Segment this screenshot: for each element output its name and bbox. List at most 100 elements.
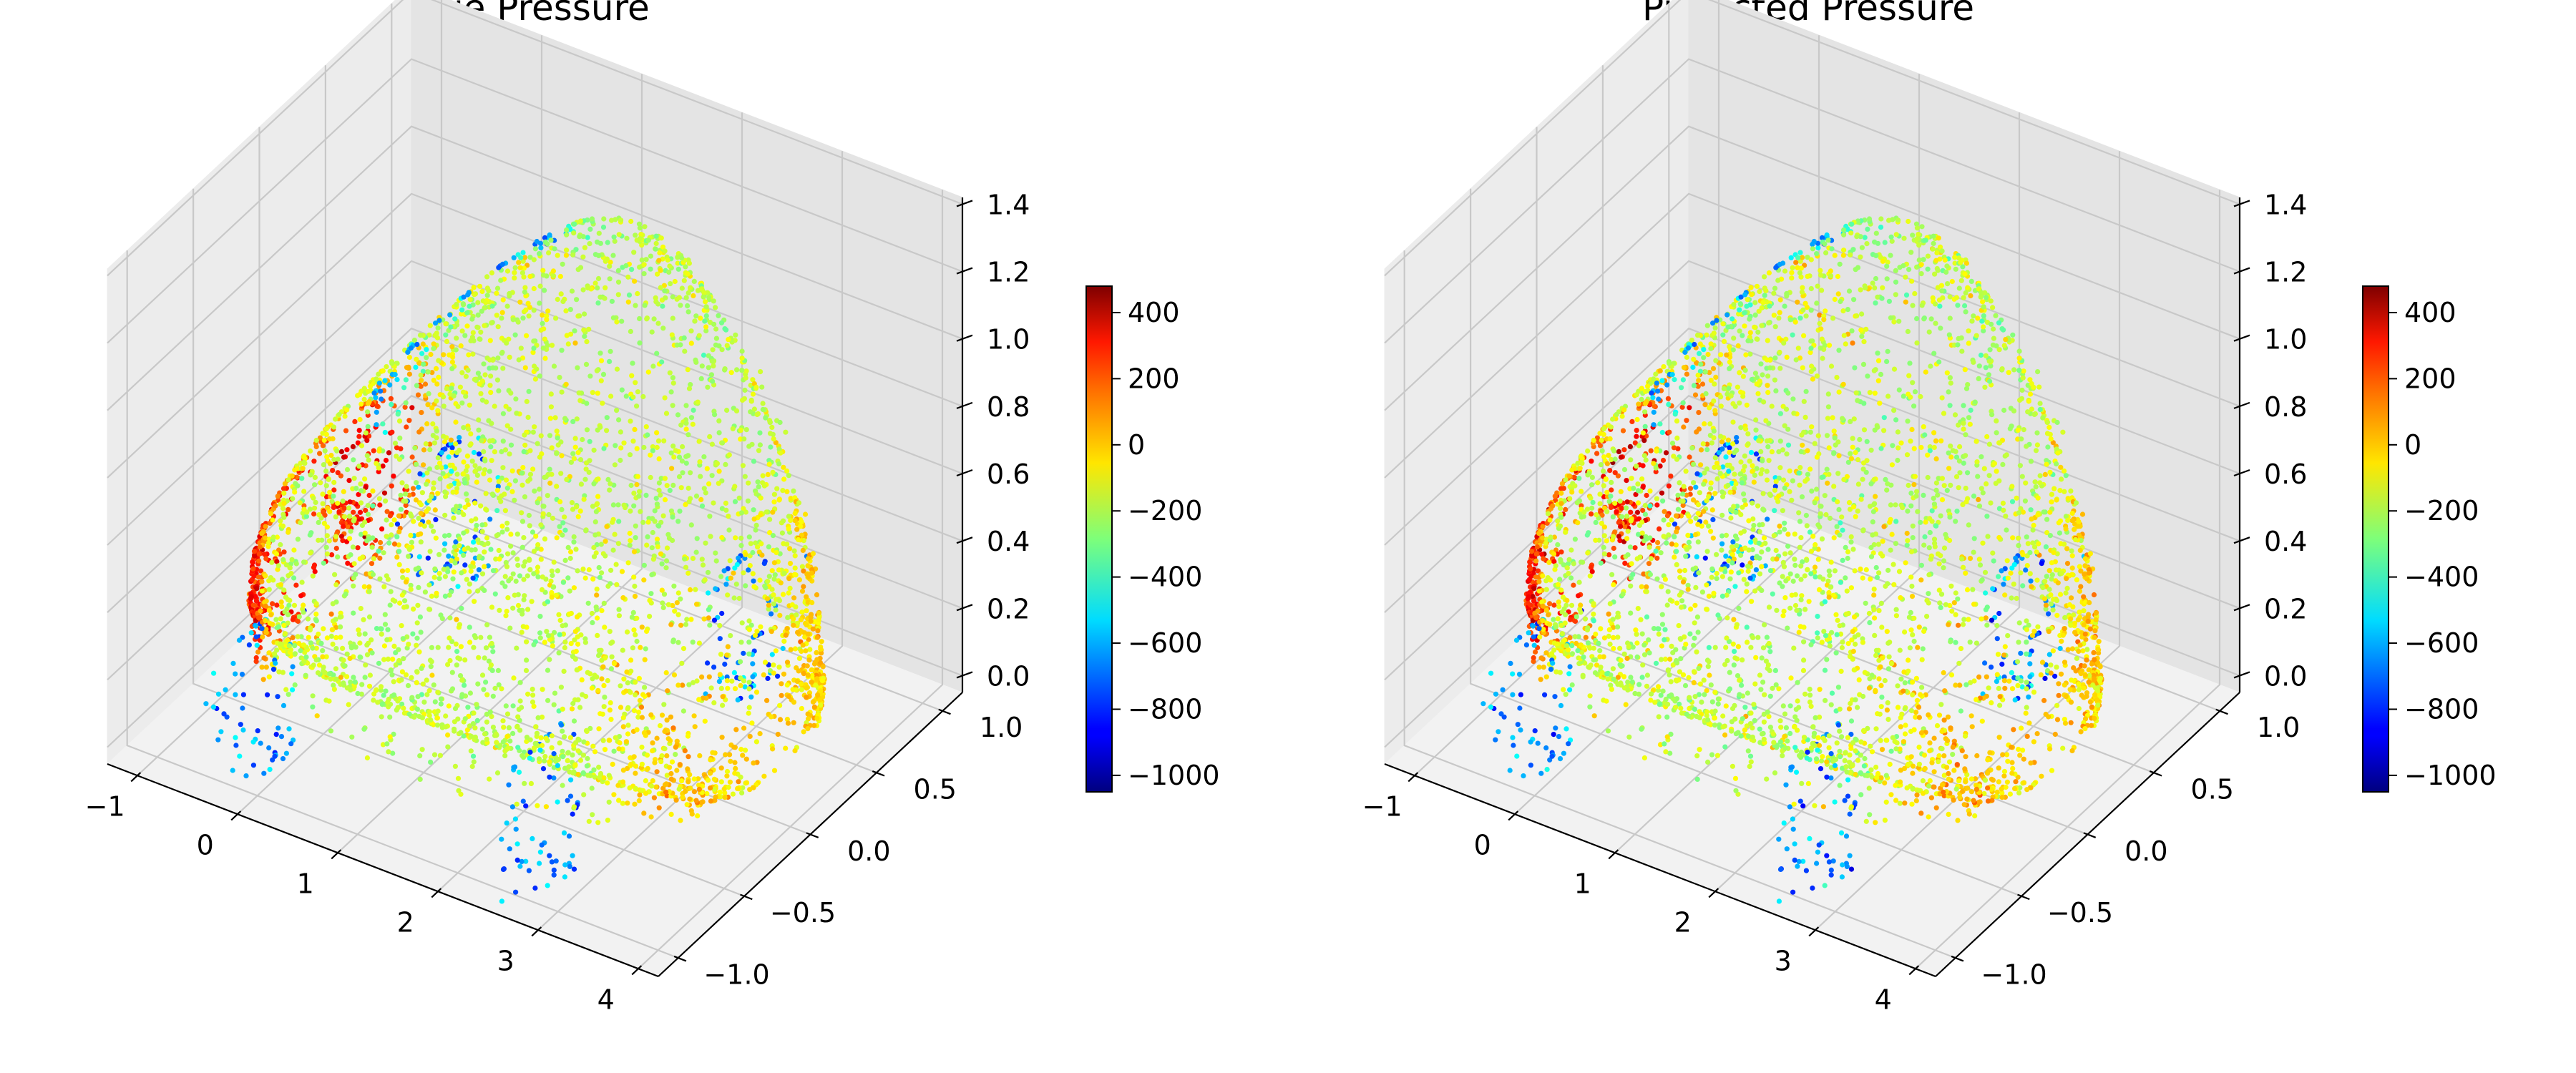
scatter-point [406, 418, 412, 423]
scatter-point [633, 523, 638, 529]
scatter-point [359, 682, 365, 687]
scatter-point [424, 677, 429, 683]
scatter-point [532, 740, 538, 746]
scatter-point [664, 545, 670, 551]
scatter-point [316, 537, 321, 543]
scatter-point [481, 449, 487, 455]
scatter-point [650, 778, 655, 784]
scatter-point [512, 270, 517, 275]
scatter-point [479, 571, 486, 577]
scatter-point [1826, 445, 1832, 451]
scatter-point [270, 667, 277, 672]
scatter-point [275, 624, 282, 629]
scatter-point [686, 682, 692, 687]
scatter-point [291, 602, 298, 608]
scatter-point [426, 391, 431, 397]
scatter-point [1935, 285, 1941, 290]
scatter-point [799, 564, 805, 569]
scatter-point [723, 752, 728, 758]
scatter-point [343, 428, 349, 433]
scatter-point [706, 353, 711, 358]
scatter-point [580, 436, 585, 443]
scatter-point [342, 413, 348, 419]
scatter-point [265, 692, 270, 697]
scatter-point [558, 291, 564, 297]
scatter-point [800, 547, 806, 554]
scatter-point [381, 490, 388, 496]
scatter-point [738, 427, 743, 433]
scatter-point [673, 797, 679, 803]
scatter-point [574, 297, 580, 303]
scatter-point [484, 622, 490, 628]
scatter-point [631, 754, 637, 760]
scatter-point [643, 424, 649, 430]
scatter-point [481, 471, 487, 476]
scatter-point [778, 450, 784, 456]
scatter-point [695, 813, 701, 819]
scatter-point [560, 623, 565, 629]
scatter-point [479, 672, 486, 678]
z-tick-label: 1.4 [987, 189, 1030, 220]
scatter-point [711, 500, 716, 506]
scatter-point [625, 722, 631, 728]
scatter-point [321, 626, 326, 632]
scatter-point [565, 750, 571, 755]
scatter-point [658, 492, 663, 498]
scatter-point [426, 709, 433, 715]
scatter-point [524, 735, 530, 740]
scatter-point [1710, 516, 1716, 523]
scatter-point [351, 583, 356, 589]
scatter-point [743, 756, 749, 762]
scatter-point [1889, 238, 1895, 244]
scatter-point [653, 240, 659, 246]
z-tick-label: 0.6 [987, 459, 1030, 490]
scatter-point [583, 693, 589, 700]
scatter-point [724, 678, 731, 684]
scatter-point [633, 680, 638, 685]
scatter-point [634, 446, 640, 451]
scatter-point [1976, 496, 1981, 503]
scatter-point [434, 398, 439, 404]
scatter-point [643, 646, 648, 652]
scatter-point [581, 327, 587, 333]
scatter-point [615, 541, 622, 547]
scatter-point [656, 258, 662, 263]
scatter-point [555, 253, 560, 258]
scatter-point [1801, 333, 1807, 338]
scatter-point [527, 523, 532, 529]
scatter-point [530, 699, 536, 705]
scatter-point [435, 325, 441, 330]
scatter-point [515, 714, 521, 720]
scatter-point [1972, 399, 1978, 405]
scatter-point [791, 700, 797, 705]
scatter-point [369, 650, 375, 656]
scatter-point [514, 557, 520, 562]
scatter-point [469, 316, 475, 322]
scatter-point [809, 667, 814, 673]
scatter-point [787, 546, 793, 552]
scatter-point [654, 351, 660, 356]
scatter-point [758, 624, 763, 629]
scatter-point [1740, 562, 1745, 568]
scatter-point [716, 313, 721, 318]
scatter-point [615, 783, 621, 788]
scatter-point [572, 436, 578, 441]
scatter-point [265, 540, 271, 546]
scatter-point [706, 615, 711, 621]
scatter-point [733, 765, 738, 771]
scatter-point [266, 745, 272, 751]
scatter-point [280, 756, 286, 762]
scatter-point [472, 292, 477, 298]
scatter-point [746, 618, 752, 624]
scatter-point [473, 516, 479, 522]
scatter-point [707, 514, 713, 519]
scatter-point [795, 629, 801, 635]
scatter-point [608, 481, 613, 486]
scatter-point [605, 780, 610, 786]
scatter-point [713, 558, 719, 564]
scatter-point [558, 471, 564, 476]
scatter-point [740, 753, 746, 758]
scatter-point [465, 292, 471, 298]
scatter-point [401, 604, 407, 610]
scatter-point [629, 614, 635, 620]
